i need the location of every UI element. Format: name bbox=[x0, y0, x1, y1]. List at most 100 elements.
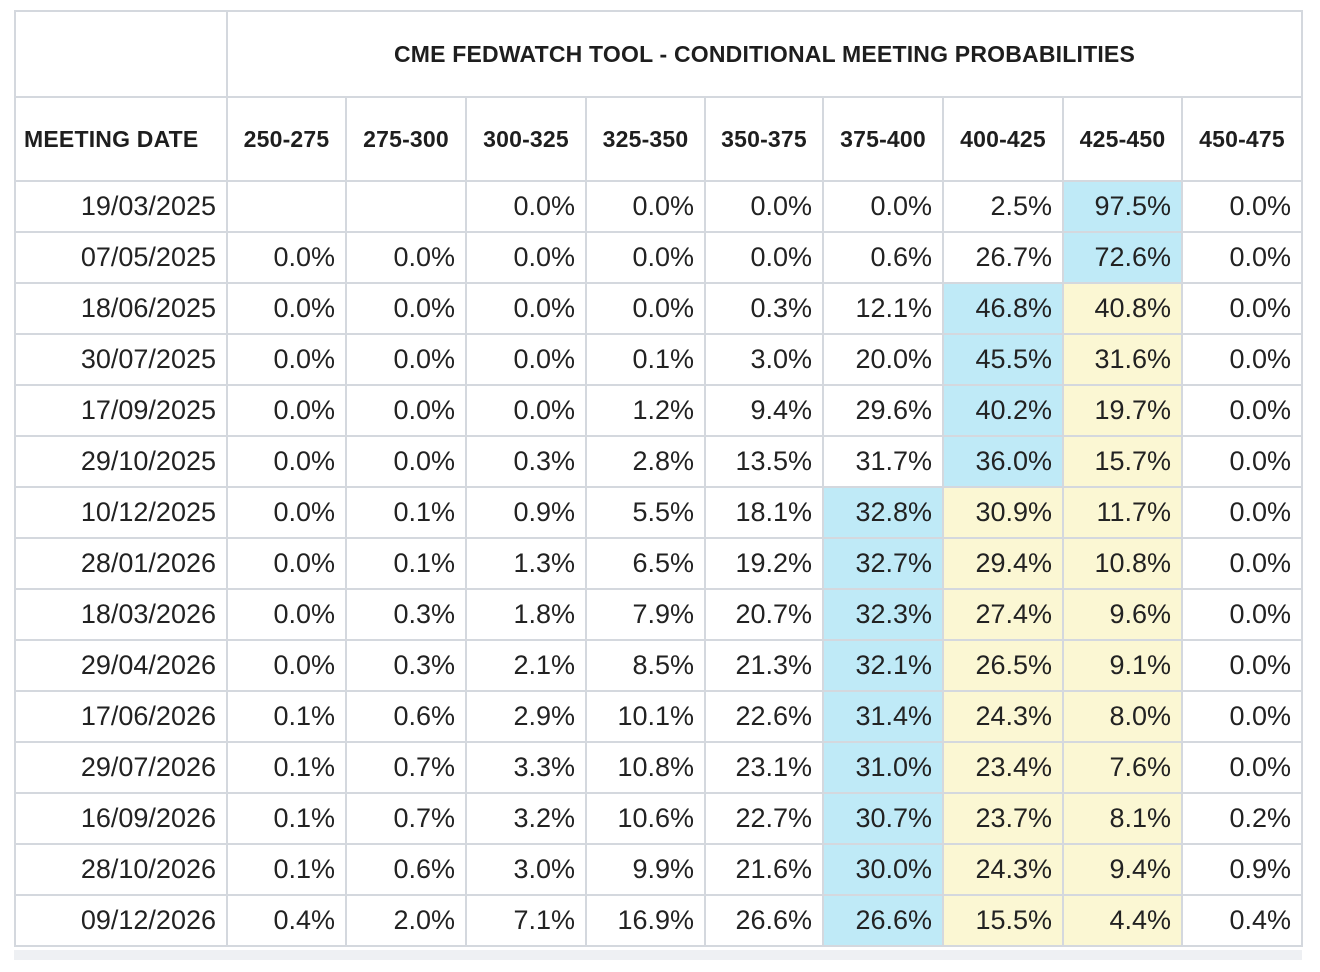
probability-cell: 19.2% bbox=[704, 537, 824, 590]
probability-cell: 0.0% bbox=[465, 231, 587, 284]
probability-cell: 0.0% bbox=[465, 384, 587, 437]
probability-cell: 0.0% bbox=[465, 282, 587, 335]
probability-cell: 22.7% bbox=[704, 792, 824, 845]
meeting-date-cell: 17/06/2026 bbox=[14, 690, 228, 743]
meeting-date-cell: 18/06/2025 bbox=[14, 282, 228, 335]
probability-cell-highlighted: 10.8% bbox=[1062, 537, 1183, 590]
probability-cell: 0.0% bbox=[226, 333, 347, 386]
probability-cell: 20.0% bbox=[822, 333, 944, 386]
probability-cell: 3.0% bbox=[465, 843, 587, 896]
table-row: 17/06/2026 0.1% 0.6% 2.9% 10.1% 22.6% 31.4% 24.… bbox=[14, 690, 1303, 743]
probability-cell: 2.0% bbox=[345, 894, 467, 947]
probability-cell-highlighted: 32.8% bbox=[822, 486, 944, 539]
probability-cell: 0.0% bbox=[226, 282, 347, 335]
range-header-275-300: 275-300 bbox=[345, 96, 467, 182]
table-row: 29/07/2026 0.1% 0.7% 3.3% 10.8% 23.1% 31.0% 23.… bbox=[14, 741, 1303, 794]
probability-cell-highlighted: 40.8% bbox=[1062, 282, 1183, 335]
table-row: 07/05/2025 0.0% 0.0% 0.0% 0.0% 0.0% 0.6% 26.7% 7… bbox=[14, 231, 1303, 284]
table-row: 30/07/2025 0.0% 0.0% 0.0% 0.1% 3.0% 20.0% 45.5%… bbox=[14, 333, 1303, 386]
probability-cell: 0.0% bbox=[1181, 231, 1303, 284]
probability-cell: 0.0% bbox=[1181, 435, 1303, 488]
probability-cell bbox=[345, 180, 467, 233]
probability-cell: 10.6% bbox=[585, 792, 706, 845]
probability-cell-highlighted: 23.7% bbox=[942, 792, 1064, 845]
probability-cell-highlighted: 31.6% bbox=[1062, 333, 1183, 386]
probability-cell-highlighted: 36.0% bbox=[942, 435, 1064, 488]
probability-cell-highlighted: 32.7% bbox=[822, 537, 944, 590]
probability-cell: 0.6% bbox=[345, 843, 467, 896]
probability-cell-highlighted: 30.9% bbox=[942, 486, 1064, 539]
meeting-date-cell: 30/07/2025 bbox=[14, 333, 228, 386]
table-row: 28/10/2026 0.1% 0.6% 3.0% 9.9% 21.6% 30.0% 24.3… bbox=[14, 843, 1303, 896]
probability-cell: 0.0% bbox=[345, 435, 467, 488]
table-row: 09/12/2026 0.4% 2.0% 7.1% 16.9% 26.6% 26.6% 15.… bbox=[14, 894, 1303, 947]
probability-cell: 0.1% bbox=[345, 486, 467, 539]
probability-cell-highlighted: 26.5% bbox=[942, 639, 1064, 692]
meeting-date-cell: 29/10/2025 bbox=[14, 435, 228, 488]
probability-cell-highlighted: 9.6% bbox=[1062, 588, 1183, 641]
probability-cell-highlighted: 24.3% bbox=[942, 690, 1064, 743]
table-row: 10/12/2025 0.0% 0.1% 0.9% 5.5% 18.1% 32.8% 30.9… bbox=[14, 486, 1303, 539]
probability-cell: 0.1% bbox=[226, 741, 347, 794]
meeting-date-cell: 17/09/2025 bbox=[14, 384, 228, 437]
probability-cell: 0.0% bbox=[704, 231, 824, 284]
probability-cell: 2.1% bbox=[465, 639, 587, 692]
probability-cell: 3.2% bbox=[465, 792, 587, 845]
probability-cell: 16.9% bbox=[585, 894, 706, 947]
title-row: CME FEDWATCH TOOL - CONDITIONAL MEETING … bbox=[14, 10, 1303, 98]
probability-cell: 0.6% bbox=[822, 231, 944, 284]
probability-cell: 0.3% bbox=[345, 588, 467, 641]
bottom-edge-strip bbox=[14, 950, 1302, 960]
title-corner-cell bbox=[14, 10, 228, 98]
probability-cell: 0.1% bbox=[585, 333, 706, 386]
table-row: 29/04/2026 0.0% 0.3% 2.1% 8.5% 21.3% 32.1% 26.5… bbox=[14, 639, 1303, 692]
range-header-250-275: 250-275 bbox=[226, 96, 347, 182]
probability-table-frame: CME FEDWATCH TOOL - CONDITIONAL MEETING … bbox=[14, 10, 1303, 947]
probability-cell: 2.9% bbox=[465, 690, 587, 743]
table-row: 17/09/2025 0.0% 0.0% 0.0% 1.2% 9.4% 29.6% 40.2%… bbox=[14, 384, 1303, 437]
probability-cell: 0.1% bbox=[226, 792, 347, 845]
probability-cell: 0.0% bbox=[226, 384, 347, 437]
meeting-date-cell: 28/10/2026 bbox=[14, 843, 228, 896]
probability-cell: 0.0% bbox=[345, 384, 467, 437]
probability-cell-highlighted: 30.0% bbox=[822, 843, 944, 896]
probability-cell: 0.4% bbox=[1181, 894, 1303, 947]
probability-cell: 0.3% bbox=[345, 639, 467, 692]
meeting-date-cell: 10/12/2025 bbox=[14, 486, 228, 539]
probability-cell: 0.0% bbox=[585, 231, 706, 284]
probability-cell-highlighted: 30.7% bbox=[822, 792, 944, 845]
probability-cell: 0.7% bbox=[345, 792, 467, 845]
probability-cell: 0.0% bbox=[704, 180, 824, 233]
probability-cell-highlighted: 31.0% bbox=[822, 741, 944, 794]
probability-cell: 0.9% bbox=[465, 486, 587, 539]
meeting-date-cell: 07/05/2025 bbox=[14, 231, 228, 284]
probability-cell: 10.8% bbox=[585, 741, 706, 794]
probability-table: CME FEDWATCH TOOL - CONDITIONAL MEETING … bbox=[14, 10, 1303, 947]
meeting-date-cell: 09/12/2026 bbox=[14, 894, 228, 947]
probability-cell: 9.4% bbox=[704, 384, 824, 437]
probability-cell-highlighted: 8.1% bbox=[1062, 792, 1183, 845]
probability-cell: 1.2% bbox=[585, 384, 706, 437]
probability-cell: 18.1% bbox=[704, 486, 824, 539]
probability-cell: 0.0% bbox=[1181, 537, 1303, 590]
probability-cell: 3.3% bbox=[465, 741, 587, 794]
probability-cell: 0.7% bbox=[345, 741, 467, 794]
probability-cell: 0.0% bbox=[1181, 384, 1303, 437]
column-header-row: MEETING DATE 250-275 275-300 300-325 325-35… bbox=[14, 96, 1303, 182]
range-header-325-350: 325-350 bbox=[585, 96, 706, 182]
probability-cell-highlighted: 31.4% bbox=[822, 690, 944, 743]
probability-cell: 21.6% bbox=[704, 843, 824, 896]
probability-cell: 26.6% bbox=[704, 894, 824, 947]
probability-cell-highlighted: 15.5% bbox=[942, 894, 1064, 947]
probability-cell: 3.0% bbox=[704, 333, 824, 386]
probability-cell: 6.5% bbox=[585, 537, 706, 590]
meeting-date-header: MEETING DATE bbox=[14, 96, 228, 182]
probability-cell-highlighted: 27.4% bbox=[942, 588, 1064, 641]
range-header-450-475: 450-475 bbox=[1181, 96, 1303, 182]
probability-cell: 1.8% bbox=[465, 588, 587, 641]
meeting-date-cell: 29/04/2026 bbox=[14, 639, 228, 692]
probability-cell: 0.0% bbox=[1181, 180, 1303, 233]
table-row: 29/10/2025 0.0% 0.0% 0.3% 2.8% 13.5% 31.7% 36.0… bbox=[14, 435, 1303, 488]
probability-cell: 0.0% bbox=[226, 435, 347, 488]
probability-cell: 0.2% bbox=[1181, 792, 1303, 845]
